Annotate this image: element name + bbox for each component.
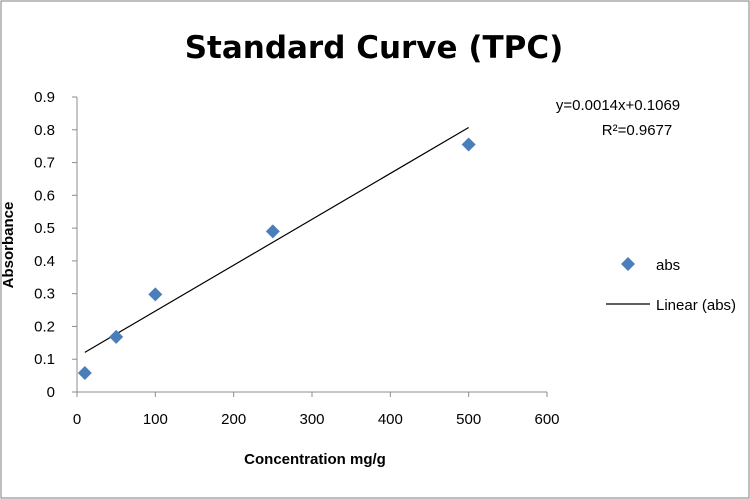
trendline-equation: y=0.0014x+0.1069 — [556, 97, 680, 114]
legend: abs Linear (abs) — [606, 257, 736, 314]
y-tick-label: 0 — [47, 384, 55, 401]
x-tick-label: 300 — [299, 411, 324, 428]
y-tick-label: 0.7 — [34, 155, 55, 172]
x-tick-label: 100 — [143, 411, 168, 428]
data-point — [148, 287, 163, 302]
x-tick-label: 400 — [378, 411, 403, 428]
y-axis-ticks: 0 0.1 0.2 0.3 0.4 0.5 0.6 0.7 0.8 0.9 — [34, 89, 77, 401]
y-tick-label: 0.9 — [34, 89, 55, 106]
y-axis-title: Absorbance — [0, 202, 17, 289]
trendline — [84, 126, 469, 353]
legend-marker-abs — [621, 257, 635, 271]
trendline-r-squared: R²=0.9677 — [602, 122, 672, 139]
trendline-line — [84, 126, 469, 353]
y-tick-label: 0.8 — [34, 122, 55, 139]
y-tick-label: 0.3 — [34, 286, 55, 303]
y-tick-label: 0.4 — [34, 253, 55, 270]
y-tick-label: 0.1 — [34, 351, 55, 368]
y-tick-label: 0.2 — [34, 318, 55, 335]
data-points — [77, 137, 476, 380]
data-point — [77, 365, 92, 380]
legend-label-linear: Linear (abs) — [656, 297, 736, 314]
x-axis-ticks: 0 100 200 300 400 500 600 — [73, 392, 560, 428]
chart-title: Standard Curve (TPC) — [185, 30, 564, 66]
x-axis-title: Concentration mg/g — [244, 451, 386, 468]
data-point — [109, 329, 124, 344]
x-tick-label: 600 — [534, 411, 559, 428]
y-tick-label: 0.5 — [34, 220, 55, 237]
x-tick-label: 500 — [456, 411, 481, 428]
data-point — [265, 224, 280, 239]
legend-label-abs: abs — [656, 257, 680, 274]
y-tick-label: 0.6 — [34, 187, 55, 204]
x-tick-label: 0 — [73, 411, 81, 428]
data-point — [461, 137, 476, 152]
x-tick-label: 200 — [221, 411, 246, 428]
